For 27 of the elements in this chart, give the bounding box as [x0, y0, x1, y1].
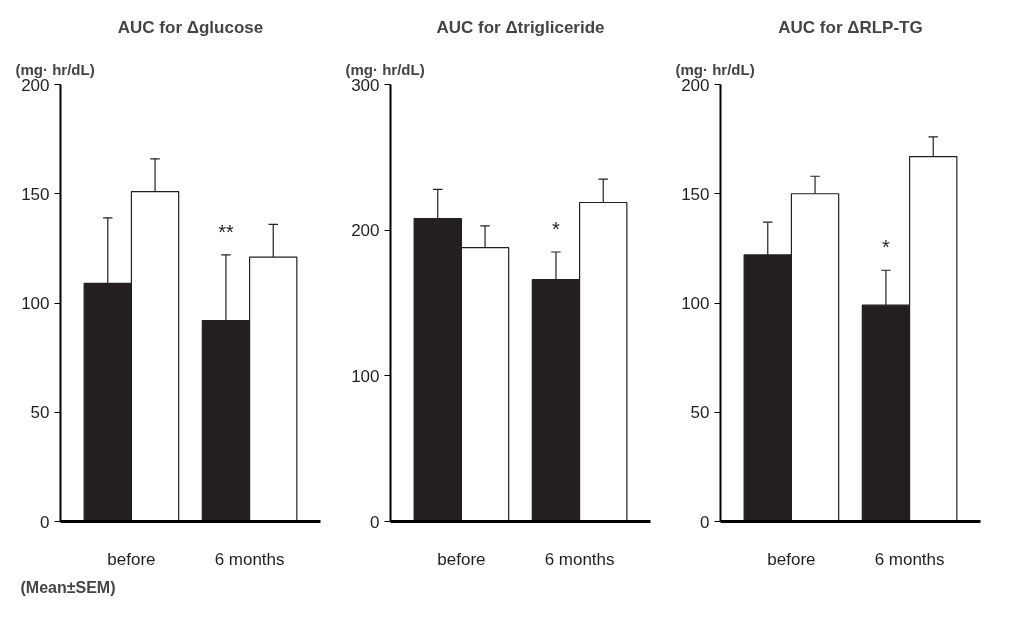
x-tick-label: 6 months — [544, 549, 615, 569]
y-tick-label: 100 — [681, 294, 710, 313]
annotation: * — [882, 236, 891, 259]
y-tick-label: 50 — [30, 403, 50, 423]
chart-title: AUC for ΔRLP-TG — [778, 17, 923, 37]
chart-title: AUC for Δtrigliceride — [436, 17, 605, 37]
y-tick-label: 150 — [681, 184, 710, 204]
y-tick-label: 0 — [40, 512, 50, 532]
text: (Mean±SEM) — [20, 578, 116, 596]
y-axis-title: (mg· hr/dL) — [345, 60, 425, 78]
annotation: * — [552, 218, 561, 241]
x-tick-label: before — [437, 549, 486, 569]
annotation: ** — [218, 220, 234, 243]
y-tick-label: 50 — [690, 403, 710, 423]
y-tick-label: 0 — [370, 512, 380, 532]
y-tick-label: 100 — [351, 366, 380, 386]
y-axis-title: (mg· hr/dL) — [15, 60, 95, 78]
y-tick-label: 200 — [351, 221, 380, 241]
y-axis-title: (mg· hr/dL) — [675, 60, 755, 78]
y-tick-label: 100 — [21, 294, 50, 313]
x-tick-label: 6 months — [214, 549, 285, 569]
x-tick-label: before — [767, 549, 816, 569]
x-tick-label: before — [107, 549, 156, 569]
y-tick-label: 150 — [21, 184, 50, 204]
chart-title: AUC for Δglucose — [117, 17, 264, 37]
y-tick-label: 0 — [700, 512, 710, 532]
x-tick-label: 6 months — [874, 549, 945, 569]
